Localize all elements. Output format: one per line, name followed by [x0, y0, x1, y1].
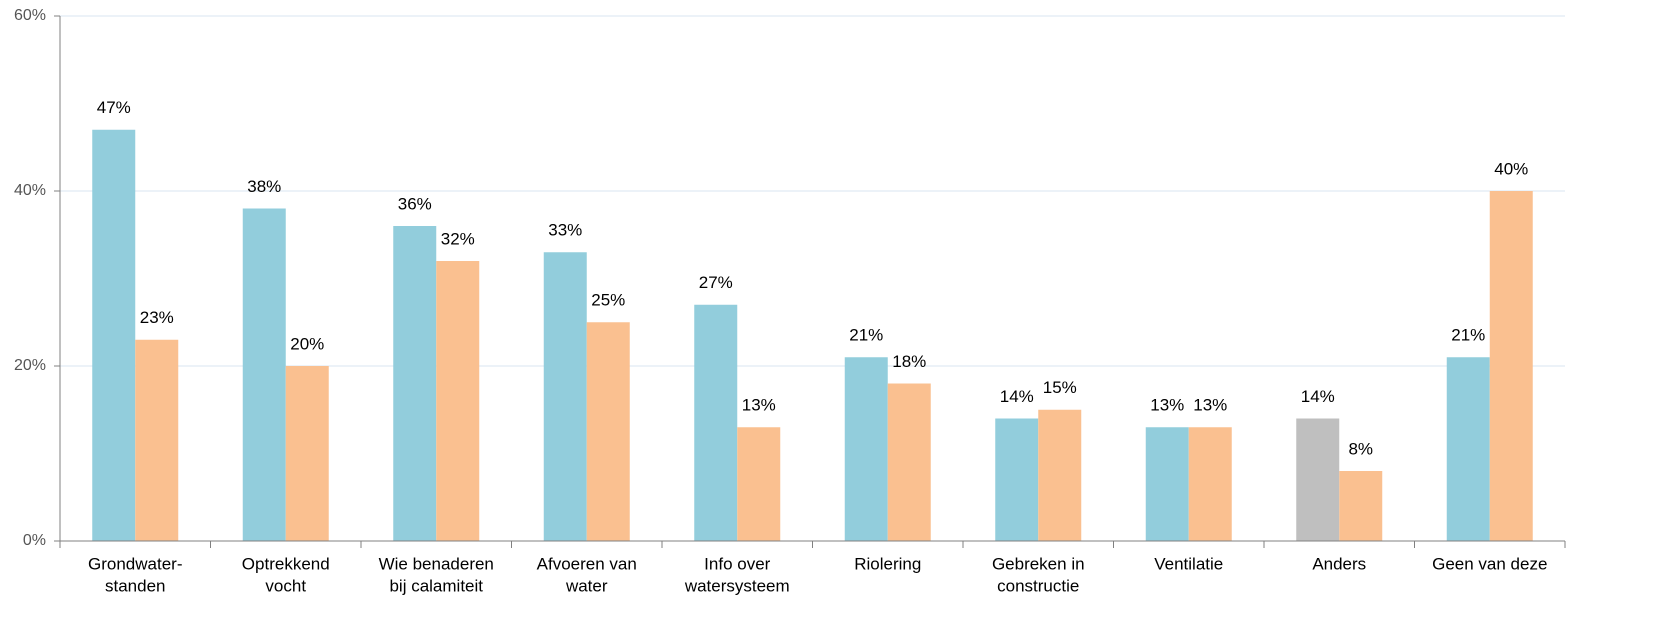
bar [1489, 191, 1533, 541]
bar [242, 208, 286, 541]
value-label: 21% [1451, 326, 1485, 345]
x-tick-label: Ventilatie [1154, 554, 1223, 573]
value-label: 38% [247, 177, 281, 196]
value-label: 20% [290, 334, 324, 353]
bar [1339, 471, 1383, 541]
value-label: 40% [1494, 159, 1528, 178]
value-label: 13% [742, 396, 776, 415]
value-label: 18% [892, 352, 926, 371]
x-tick-label: constructie [997, 576, 1079, 595]
x-tick-label: Grondwater- [88, 554, 182, 573]
bar [995, 418, 1039, 541]
value-label: 14% [1301, 387, 1335, 406]
bar [393, 226, 437, 541]
value-label: 47% [97, 98, 131, 117]
y-tick-label: 40% [14, 182, 46, 199]
bar [1296, 418, 1340, 541]
x-tick-label: vocht [265, 576, 306, 595]
value-label: 8% [1348, 439, 1373, 458]
value-label: 33% [548, 221, 582, 240]
bar [1188, 427, 1232, 541]
bar [285, 366, 329, 541]
value-label: 36% [398, 194, 432, 213]
x-tick-label: Afvoeren van [537, 554, 637, 573]
x-tick-label: standen [105, 576, 166, 595]
value-label: 23% [140, 308, 174, 327]
y-tick-label: 0% [23, 532, 46, 549]
bar [92, 129, 136, 541]
value-label: 14% [1000, 387, 1034, 406]
bar [1446, 357, 1490, 541]
x-tick-label: Geen van deze [1432, 554, 1547, 573]
bar [737, 427, 781, 541]
value-label: 21% [849, 326, 883, 345]
x-tick-label: Riolering [854, 554, 921, 573]
value-label: 25% [591, 291, 625, 310]
bar [694, 304, 738, 541]
bar [135, 339, 179, 541]
y-tick-label: 20% [14, 357, 46, 374]
bar [887, 383, 931, 541]
y-tick-label: 60% [14, 7, 46, 24]
value-label: 13% [1150, 396, 1184, 415]
bar [1038, 409, 1082, 541]
x-tick-label: water [565, 576, 608, 595]
x-tick-label: Anders [1312, 554, 1366, 573]
x-tick-label: watersysteem [684, 576, 790, 595]
x-tick-label: Info over [704, 554, 770, 573]
value-label: 15% [1043, 378, 1077, 397]
bar [436, 261, 480, 541]
value-label: 13% [1193, 396, 1227, 415]
bar [844, 357, 888, 541]
x-tick-label: Optrekkend [242, 554, 330, 573]
bar [543, 252, 587, 541]
value-label: 32% [441, 229, 475, 248]
bar [1145, 427, 1189, 541]
x-tick-label: Gebreken in [992, 554, 1085, 573]
x-tick-label: Wie benaderen [379, 554, 494, 573]
bar [586, 322, 630, 541]
x-tick-label: bij calamiteit [389, 576, 483, 595]
value-label: 27% [699, 273, 733, 292]
